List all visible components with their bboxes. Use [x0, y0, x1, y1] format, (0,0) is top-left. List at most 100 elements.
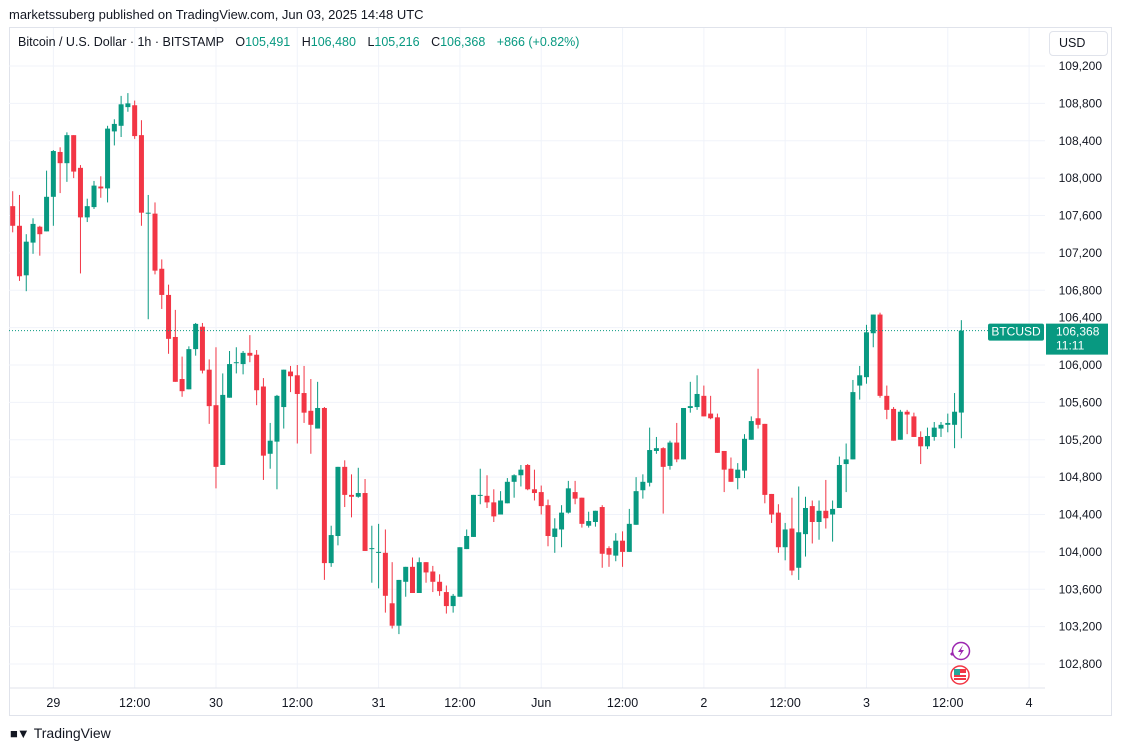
candle[interactable]	[775, 504, 781, 553]
candle[interactable]	[111, 119, 117, 146]
lightning-event-icon[interactable]	[950, 641, 971, 661]
candle[interactable]	[50, 150, 56, 226]
candle[interactable]	[769, 493, 775, 523]
candle[interactable]	[755, 368, 761, 429]
candle[interactable]	[382, 529, 388, 613]
candle[interactable]	[904, 409, 910, 435]
candle[interactable]	[30, 218, 36, 254]
candle[interactable]	[23, 234, 29, 292]
candle[interactable]	[369, 525, 375, 583]
candle[interactable]	[877, 312, 883, 398]
candle[interactable]	[227, 350, 233, 398]
candle[interactable]	[44, 170, 50, 232]
candle[interactable]	[789, 497, 795, 576]
candle[interactable]	[118, 95, 124, 138]
candle[interactable]	[518, 464, 524, 487]
candle[interactable]	[884, 385, 890, 420]
candle[interactable]	[254, 350, 260, 406]
candle[interactable]	[267, 422, 273, 469]
candle[interactable]	[931, 422, 937, 441]
candle[interactable]	[328, 525, 334, 567]
candle[interactable]	[464, 529, 470, 550]
symbol-description[interactable]: Bitcoin / U.S. Dollar · 1h · BITSTAMP	[18, 35, 224, 49]
candle[interactable]	[579, 497, 585, 528]
candle[interactable]	[721, 450, 727, 493]
candle[interactable]	[199, 322, 205, 374]
candle[interactable]	[545, 499, 551, 547]
candle[interactable]	[105, 125, 111, 203]
candle[interactable]	[138, 120, 144, 226]
candle[interactable]	[816, 500, 822, 540]
candle[interactable]	[687, 381, 693, 413]
candle[interactable]	[674, 422, 680, 463]
candle[interactable]	[796, 486, 802, 580]
candle[interactable]	[938, 422, 944, 437]
candle[interactable]	[152, 202, 158, 275]
candle[interactable]	[281, 369, 287, 429]
candle[interactable]	[681, 407, 687, 460]
candle[interactable]	[667, 440, 673, 470]
candle[interactable]	[613, 533, 619, 562]
candle[interactable]	[531, 469, 537, 501]
candle[interactable]	[233, 347, 239, 374]
candle[interactable]	[924, 427, 930, 450]
candle[interactable]	[633, 477, 639, 525]
candle[interactable]	[409, 557, 415, 594]
candle[interactable]	[213, 347, 219, 489]
candle[interactable]	[159, 259, 165, 309]
candle[interactable]	[77, 165, 83, 274]
candle[interactable]	[802, 496, 808, 557]
candle[interactable]	[288, 365, 294, 393]
candle[interactable]	[430, 565, 436, 593]
candle[interactable]	[301, 365, 307, 423]
tradingview-brand[interactable]: ■▼ TradingView	[10, 725, 111, 741]
candle[interactable]	[552, 518, 558, 553]
candle[interactable]	[863, 324, 869, 384]
currency-button[interactable]: USD	[1049, 31, 1108, 56]
candle[interactable]	[450, 593, 456, 613]
candle[interactable]	[220, 373, 226, 465]
candle[interactable]	[308, 379, 314, 454]
candle[interactable]	[321, 407, 327, 580]
candle[interactable]	[16, 194, 22, 281]
candle[interactable]	[166, 284, 172, 354]
candle[interactable]	[274, 394, 280, 490]
candle[interactable]	[260, 378, 266, 480]
candle[interactable]	[653, 436, 659, 454]
candle[interactable]	[57, 147, 63, 194]
candle[interactable]	[586, 511, 592, 528]
candle[interactable]	[443, 585, 449, 614]
candle[interactable]	[606, 546, 612, 567]
candle[interactable]	[71, 135, 77, 179]
candle[interactable]	[958, 320, 964, 439]
candle[interactable]	[504, 478, 510, 504]
candle[interactable]	[559, 505, 565, 548]
candle[interactable]	[742, 434, 748, 479]
candle[interactable]	[626, 508, 632, 552]
candle[interactable]	[592, 510, 598, 527]
candle[interactable]	[945, 413, 951, 433]
candle[interactable]	[172, 309, 178, 382]
candle[interactable]	[525, 464, 531, 491]
candle[interactable]	[240, 350, 246, 375]
candle[interactable]	[64, 132, 70, 182]
candle[interactable]	[640, 474, 646, 499]
candle[interactable]	[132, 100, 138, 139]
candle[interactable]	[423, 562, 429, 583]
candle[interactable]	[294, 365, 300, 444]
candle[interactable]	[857, 365, 863, 400]
candle[interactable]	[342, 460, 348, 508]
candle[interactable]	[437, 574, 443, 596]
candle[interactable]	[362, 479, 368, 551]
candle[interactable]	[782, 522, 788, 561]
candle[interactable]	[91, 180, 97, 209]
candle[interactable]	[708, 395, 714, 420]
candle[interactable]	[470, 494, 476, 537]
candle[interactable]	[572, 480, 578, 505]
candle[interactable]	[823, 479, 829, 529]
candle[interactable]	[565, 480, 571, 514]
candle[interactable]	[179, 356, 185, 397]
candle[interactable]	[98, 176, 104, 198]
candle[interactable]	[416, 557, 422, 594]
